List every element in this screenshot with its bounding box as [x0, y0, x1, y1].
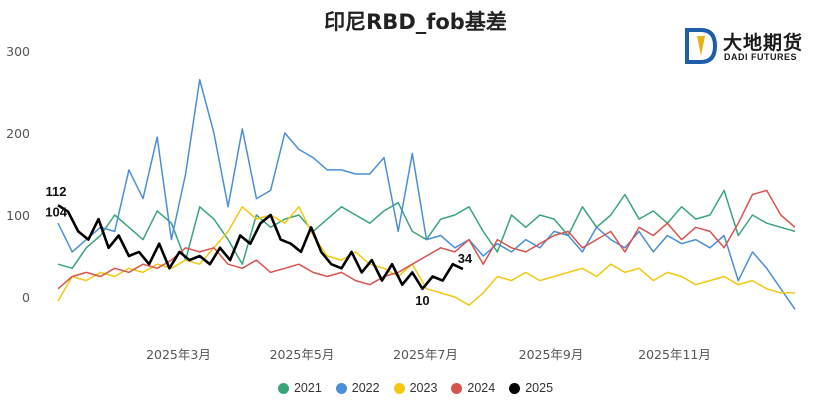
series-line-2022 [57, 78, 796, 310]
legend-marker [451, 382, 463, 394]
series-line-2023 [57, 206, 795, 306]
x-tick-label: 2025年5月 [270, 347, 335, 362]
data-label: 10 [415, 293, 429, 308]
data-label: 34 [458, 251, 473, 266]
logo-name: 大地期货 [723, 32, 804, 54]
y-tick-label: 300 [6, 44, 30, 59]
x-tick-label: 2025年11月 [638, 347, 711, 362]
legend-item-2025[interactable]: 2025 [509, 381, 553, 395]
legend-marker [277, 382, 289, 394]
legend-label: 2025 [525, 381, 554, 395]
x-tick-label: 2025年7月 [393, 347, 458, 362]
legend-marker [509, 382, 521, 394]
data-label: 104 [45, 205, 67, 220]
series-line-2025 [57, 204, 464, 291]
legend-item-2024[interactable]: 2024 [451, 381, 495, 395]
legend-marker [335, 382, 347, 394]
legend-label: 2024 [467, 381, 496, 395]
y-tick-label: 200 [6, 126, 30, 141]
y-tick-label: 100 [6, 208, 30, 223]
data-label: 112 [46, 184, 67, 199]
x-tick-label: 2025年3月 [146, 347, 211, 362]
legend-marker [393, 382, 405, 394]
legend-item-2021[interactable]: 2021 [277, 381, 322, 395]
x-tick-label: 2025年9月 [519, 347, 584, 362]
legend-item-2023[interactable]: 2023 [393, 381, 438, 395]
legend: 2021 2022 2023 2024 2025 [0, 381, 831, 395]
legend-label: 2021 [293, 381, 322, 395]
legend-item-2022[interactable]: 2022 [335, 381, 380, 395]
y-tick-label: 0 [22, 290, 30, 305]
chart-title: 印尼RBD_fob基差 [324, 10, 507, 34]
dadi-logo-icon [685, 28, 718, 64]
logo-english: DADI FUTURES [724, 52, 797, 62]
legend-label: 2022 [351, 381, 380, 395]
company-logo: 大地期货 DADI FUTURES [683, 26, 823, 68]
legend-label: 2023 [409, 381, 438, 395]
